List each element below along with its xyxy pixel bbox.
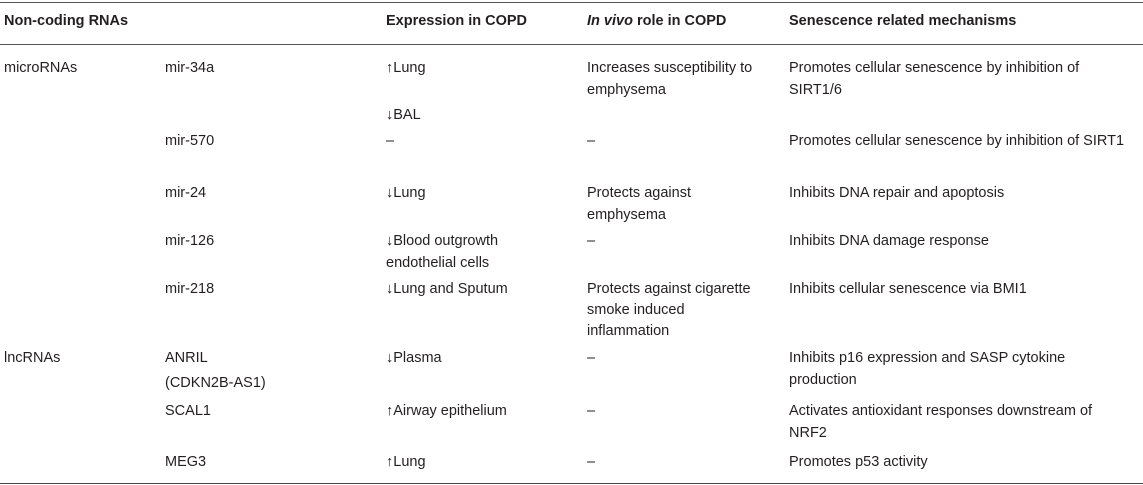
expression-line: endothelial cells [386, 255, 490, 271]
rna-name: mir-34a [165, 60, 215, 76]
category-label: lncRNAs [4, 350, 61, 366]
rna-name: ANRIL [165, 350, 208, 366]
role-line: inflammation [587, 323, 670, 339]
expression-line: – [386, 133, 395, 149]
header-mechanisms: Senescence related mechanisms [789, 13, 1017, 29]
header-role-rest: role in COPD [632, 13, 727, 29]
mechanism-line: Inhibits p16 expression and SASP cytokin… [789, 350, 1066, 366]
role-line: Protects against [587, 185, 691, 201]
role-line: emphysema [587, 207, 666, 223]
mechanism-line: Inhibits DNA repair and apoptosis [789, 185, 1005, 201]
role-line: – [587, 233, 596, 249]
bottom-rule [0, 483, 1143, 484]
mechanism-line: Inhibits cellular senescence via BMI1 [789, 281, 1027, 297]
header-in-vivo-italic: In vivo [587, 13, 633, 29]
header-expression: Expression in COPD [386, 13, 528, 29]
role-line: Increases susceptibility to [587, 60, 753, 76]
mechanism-line: SIRT1/6 [789, 82, 842, 98]
mechanism-line: NRF2 [789, 425, 827, 441]
rna-name: SCAL1 [165, 403, 211, 419]
expression-line: ↑Lung [386, 454, 426, 470]
expression-line: ↓BAL [386, 107, 421, 123]
role-line: – [587, 403, 596, 419]
mechanism-line: Inhibits DNA damage response [789, 233, 989, 249]
expression-line: ↑Airway epithelium [386, 403, 507, 419]
rna-name: mir-24 [165, 185, 207, 201]
expression-line: ↑Lung [386, 60, 426, 76]
rna-name: mir-218 [165, 281, 215, 297]
rna-name: mir-570 [165, 133, 215, 149]
expression-line: ↓Lung [386, 185, 426, 201]
expression-line: ↓Lung and Sputum [386, 281, 508, 297]
rna-name-alias: (CDKN2B-AS1) [165, 375, 266, 391]
mechanism-line: production [789, 372, 857, 388]
mechanism-line: Promotes p53 activity [789, 454, 928, 470]
top-rule [0, 2, 1143, 3]
role-line: – [587, 133, 596, 149]
mechanism-line: Promotes cellular senescence by inhibiti… [789, 133, 1125, 149]
header-non-coding-rnas: Non-coding RNAs [4, 13, 129, 29]
category-label: microRNAs [4, 60, 78, 76]
mechanism-line: Promotes cellular senescence by inhibiti… [789, 60, 1080, 76]
rna-name: MEG3 [165, 454, 207, 470]
role-line: Protects against cigarette [587, 281, 751, 297]
role-line: emphysema [587, 82, 666, 98]
role-line: – [587, 350, 596, 366]
expression-line: ↓Plasma [386, 350, 442, 366]
role-line: smoke induced [587, 302, 685, 318]
header-rule [0, 44, 1143, 45]
header-in-vivo-role: In vivo role in COPD [587, 13, 726, 29]
role-line: – [587, 454, 596, 470]
mechanism-line: Activates antioxidant responses downstre… [789, 403, 1093, 419]
expression-line: ↓Blood outgrowth [386, 233, 499, 249]
rna-name: mir-126 [165, 233, 215, 249]
